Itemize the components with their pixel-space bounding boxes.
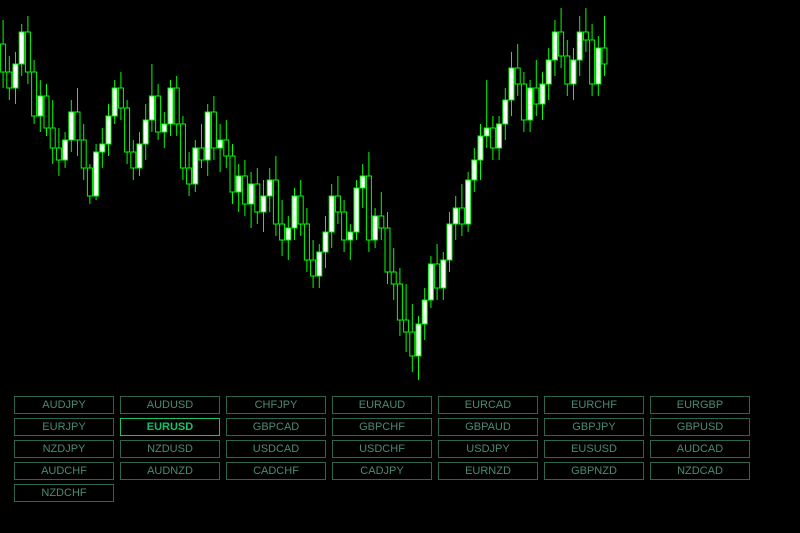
symbol-button-eurchf[interactable]: EURCHF bbox=[544, 396, 644, 414]
symbol-button-usdchf[interactable]: USDCHF bbox=[332, 440, 432, 458]
symbol-button-eurusd[interactable]: EURUSD bbox=[120, 418, 220, 436]
symbol-button-cadjpy[interactable]: CADJPY bbox=[332, 462, 432, 480]
symbol-button-eususd[interactable]: EUSUSD bbox=[544, 440, 644, 458]
symbol-button-euraud[interactable]: EURAUD bbox=[332, 396, 432, 414]
symbol-button-audchf[interactable]: AUDCHF bbox=[14, 462, 114, 480]
symbol-button-usdjpy[interactable]: USDJPY bbox=[438, 440, 538, 458]
symbol-button-gbpusd[interactable]: GBPUSD bbox=[650, 418, 750, 436]
symbol-button-audusd[interactable]: AUDUSD bbox=[120, 396, 220, 414]
symbol-button-gbpjpy[interactable]: GBPJPY bbox=[544, 418, 644, 436]
symbol-button-nzdjpy[interactable]: NZDJPY bbox=[14, 440, 114, 458]
symbol-button-eurcad[interactable]: EURCAD bbox=[438, 396, 538, 414]
symbol-button-nzdusd[interactable]: NZDUSD bbox=[120, 440, 220, 458]
symbol-button-nzdcad[interactable]: NZDCAD bbox=[650, 462, 750, 480]
symbol-button-cadchf[interactable]: CADCHF bbox=[226, 462, 326, 480]
symbol-button-eurgbp[interactable]: EURGBP bbox=[650, 396, 750, 414]
symbol-button-usdcad[interactable]: USDCAD bbox=[226, 440, 326, 458]
symbol-button-eurnzd[interactable]: EURNZD bbox=[438, 462, 538, 480]
symbol-selector-panel: AUDJPY AUDUSD CHFJPY EURAUD EURCAD EURCHF EURG… bbox=[14, 396, 750, 502]
symbol-button-audjpy[interactable]: AUDJPY bbox=[14, 396, 114, 414]
candlestick-chart[interactable] bbox=[0, 0, 800, 400]
symbol-button-chfjpy[interactable]: CHFJPY bbox=[226, 396, 326, 414]
symbol-button-gbpcad[interactable]: GBPCAD bbox=[226, 418, 326, 436]
symbol-button-gbpchf[interactable]: GBPCHF bbox=[332, 418, 432, 436]
symbol-button-nzdchf[interactable]: NZDCHF bbox=[14, 484, 114, 502]
symbol-button-audnzd[interactable]: AUDNZD bbox=[120, 462, 220, 480]
symbol-button-gbpaud[interactable]: GBPAUD bbox=[438, 418, 538, 436]
symbol-button-audcad[interactable]: AUDCAD bbox=[650, 440, 750, 458]
symbol-button-gbpnzd[interactable]: GBPNZD bbox=[544, 462, 644, 480]
symbol-button-eurjpy[interactable]: EURJPY bbox=[14, 418, 114, 436]
